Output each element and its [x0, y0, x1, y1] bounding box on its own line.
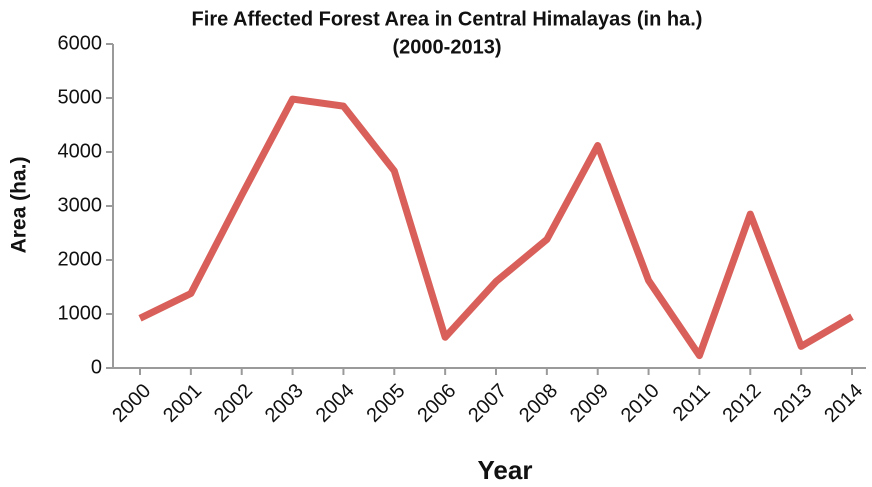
y-tick-label: 0: [91, 356, 102, 378]
x-tick-label: 2005: [363, 380, 410, 427]
x-tick-label: 2004: [312, 380, 359, 427]
x-tick-label: 2001: [159, 380, 206, 427]
y-tick-label: 5000: [58, 86, 103, 108]
data-line: [138, 95, 854, 360]
x-tick-label: 2003: [261, 380, 308, 427]
x-tick-label: 2009: [566, 380, 613, 427]
y-tick-label: 6000: [58, 32, 103, 54]
y-tick-label: 3000: [58, 194, 103, 216]
x-tick-label: 2000: [108, 380, 155, 427]
x-tick-label: 2012: [719, 380, 766, 427]
chart-title: Fire Affected Forest Area in Central Him…: [192, 8, 703, 30]
x-axis-label: Year: [478, 455, 533, 485]
x-tick-label: 2006: [413, 380, 460, 427]
x-tick-label: 2008: [515, 380, 562, 427]
x-tick-label: 2010: [617, 380, 664, 427]
x-tick-label: 2011: [669, 380, 715, 426]
chart-subtitle: (2000-2013): [393, 36, 502, 58]
x-tick-label: 2014: [820, 380, 867, 427]
y-axis-label: Area (ha.): [8, 157, 31, 254]
y-tick-label: 2000: [58, 248, 103, 270]
y-tick-label: 1000: [58, 302, 103, 324]
x-tick-label: 2013: [769, 380, 816, 427]
y-tick-label: 4000: [58, 140, 103, 162]
x-tick-label: 2007: [464, 380, 511, 427]
x-tick-label: 2002: [210, 380, 257, 427]
